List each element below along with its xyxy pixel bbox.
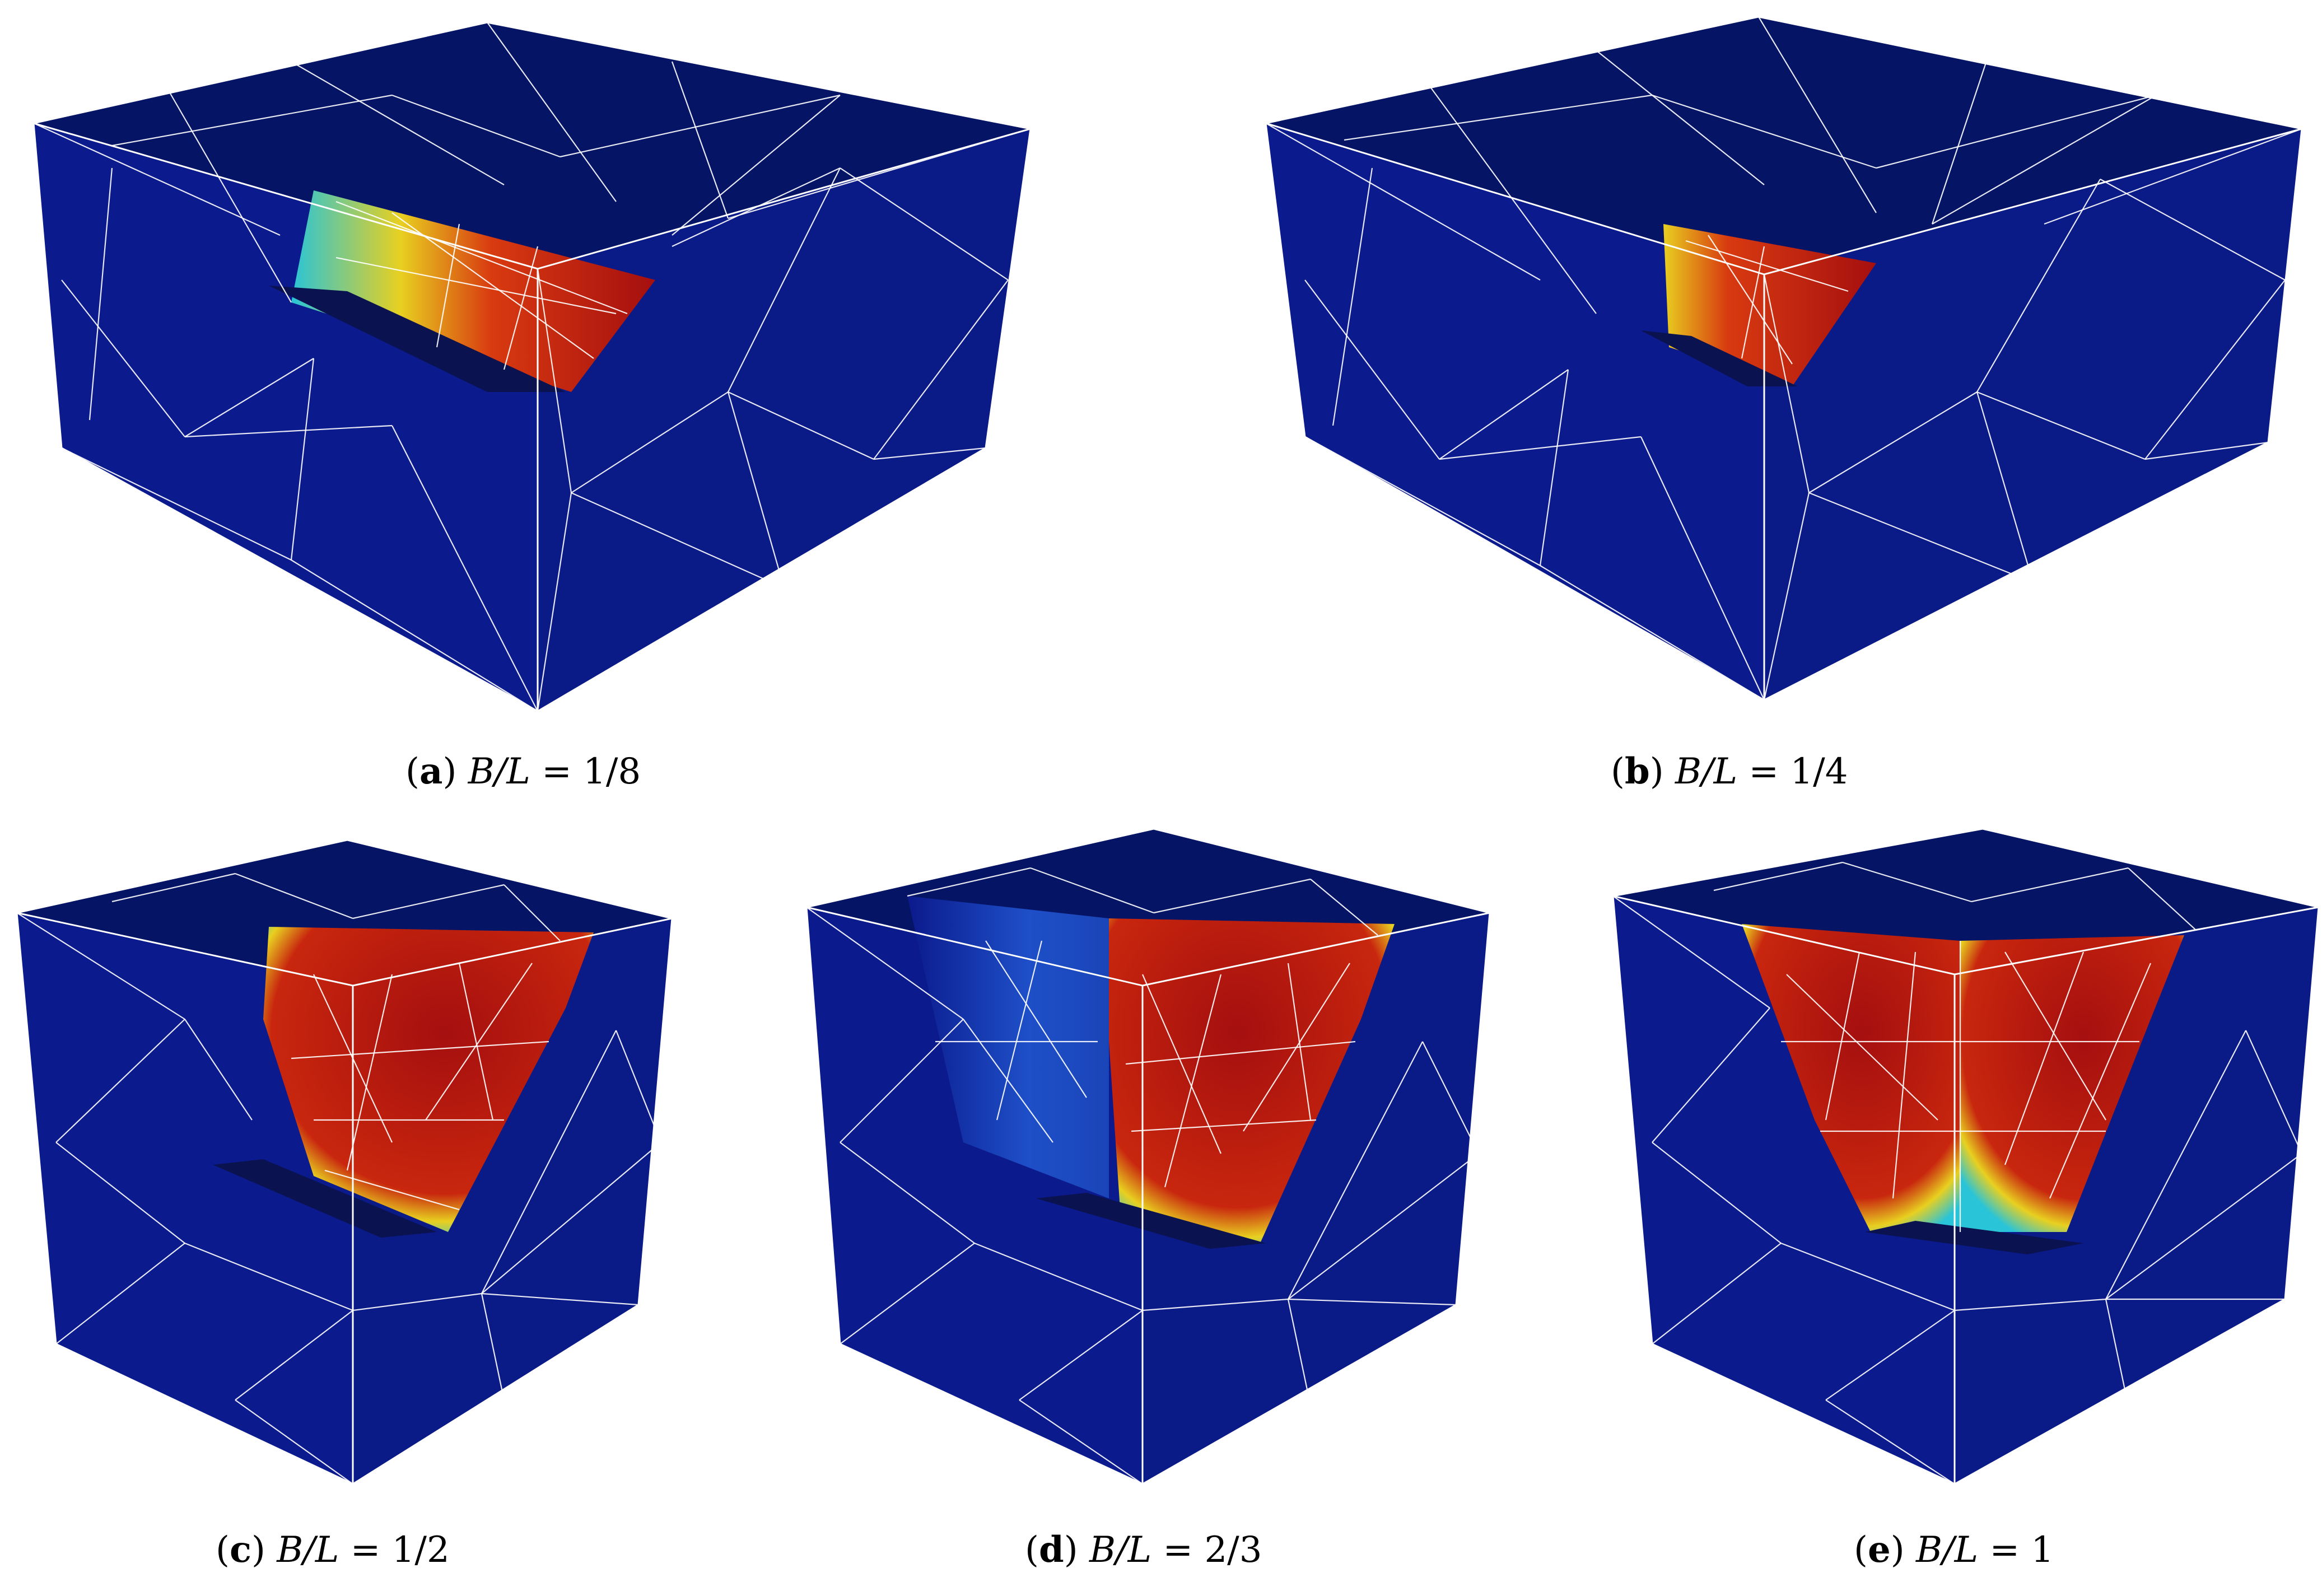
caption-letter: e: [1867, 1529, 1891, 1571]
caption-letter: b: [1624, 750, 1650, 792]
panel-d-render: [805, 828, 1491, 1485]
caption-d: (d) B/L = 2/3: [1025, 1529, 1262, 1571]
panel-c: (c) B/L = 1/2: [0, 806, 706, 1596]
right-face: [538, 129, 1031, 711]
caption-ratio-label: B/L: [1089, 1529, 1152, 1571]
mesh-lines: [1612, 861, 2303, 1485]
caption-ratio-value: 1: [2031, 1529, 2054, 1571]
panel-a: (a) B/L = 1/8: [0, 0, 1161, 851]
caption-letter: c: [229, 1529, 251, 1571]
front-face: [17, 913, 353, 1484]
mesh-lines: [16, 872, 662, 1485]
top-face: [1266, 17, 2302, 274]
stress-zone-left: [1742, 924, 1960, 1232]
panel-b: (b) B/L = 1/4: [1204, 0, 2322, 851]
mesh-lines: [806, 867, 1479, 1485]
top-face: [34, 22, 1031, 269]
box-edges: [1265, 16, 2303, 701]
footing-slot: [269, 286, 566, 392]
caption-ratio-value: 2/3: [1204, 1529, 1262, 1571]
panel-d: (d) B/L = 2/3: [795, 806, 1512, 1596]
footing-slot: [1641, 330, 1798, 386]
box-edges: [16, 839, 673, 1485]
panel-b-render: [1265, 16, 2303, 701]
caption-ratio-value: 1/8: [583, 751, 641, 792]
caption-e: (e) B/L = 1: [1854, 1529, 2054, 1571]
caption-ratio-label: B/L: [1675, 751, 1738, 792]
caption-b: (b) B/L = 1/4: [1611, 750, 1848, 792]
caption-letter: a: [419, 750, 443, 792]
panel-e: (e) B/L = 1: [1602, 806, 2322, 1596]
caption-ratio-label: B/L: [1916, 1529, 1979, 1571]
front-face: [1266, 123, 1764, 700]
caption-ratio-label: B/L: [468, 751, 530, 792]
caption-ratio-value: 1/2: [391, 1529, 450, 1571]
footing-slot: [1865, 1221, 2083, 1254]
mesh-lines: [1265, 16, 2302, 701]
stress-zone: [263, 927, 594, 1232]
caption-ratio-value: 1/4: [1790, 751, 1848, 792]
box-edges: [805, 828, 1491, 1485]
stress-zone: [291, 190, 655, 392]
panel-a-render: [32, 21, 1032, 712]
box-edges: [32, 21, 1032, 712]
box-edges: [1612, 828, 2320, 1485]
stress-zone: [1663, 224, 1876, 386]
footing-slot: [1036, 1193, 1266, 1249]
stress-zone-right: [1960, 935, 2184, 1232]
panel-e-render: [1612, 828, 2320, 1485]
caption-ratio-label: B/L: [277, 1529, 339, 1571]
caption-a: (a) B/L = 1/8: [405, 750, 641, 792]
low-stress-zone: [907, 896, 1109, 1198]
stress-zone: [1109, 918, 1395, 1243]
footing-slot: [213, 1159, 437, 1238]
caption-letter: d: [1038, 1529, 1064, 1571]
caption-c: (c) B/L = 1/2: [216, 1529, 450, 1571]
panel-c-render: [16, 839, 673, 1485]
